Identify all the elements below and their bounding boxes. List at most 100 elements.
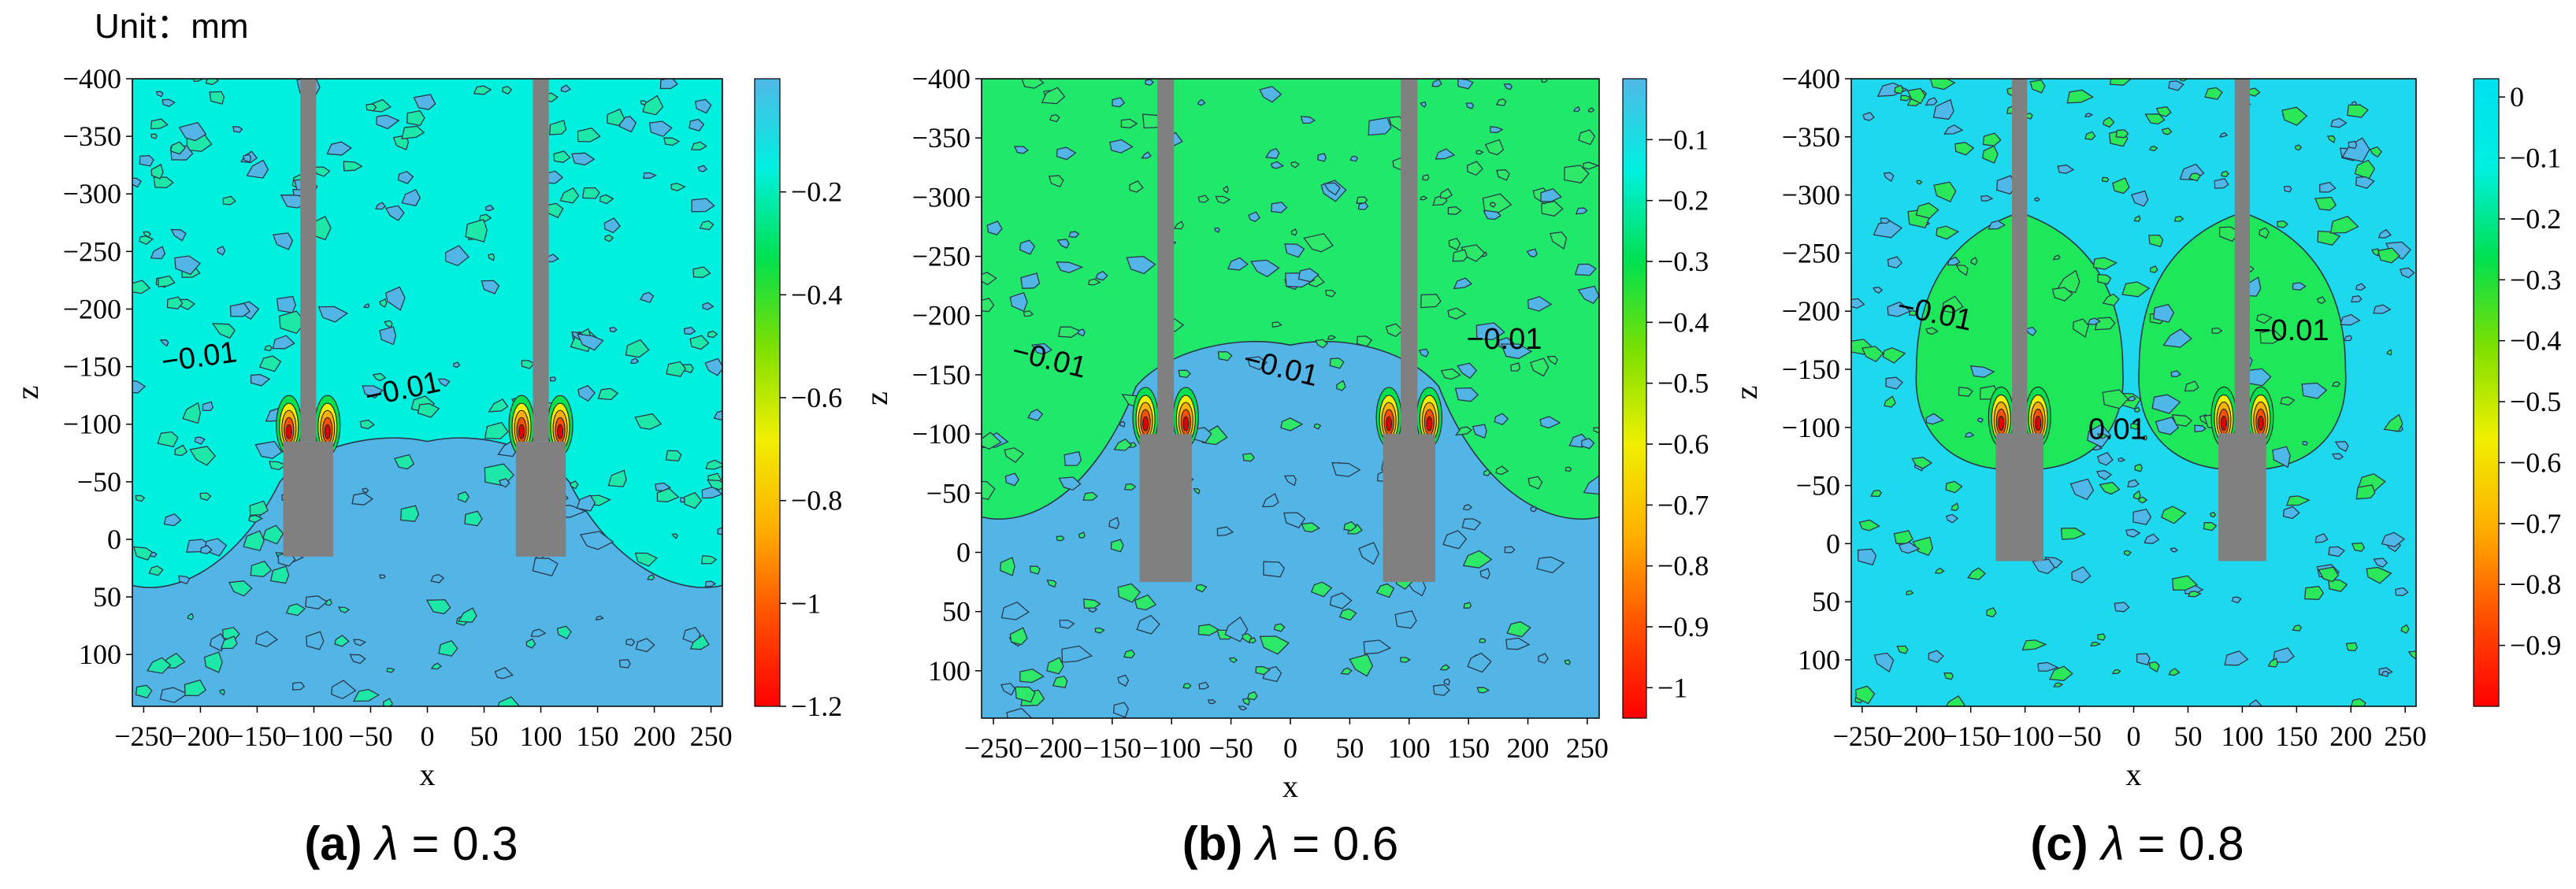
colorbar-tick-label: −0.5 xyxy=(1657,368,1709,399)
contour-patch xyxy=(1317,153,1327,162)
contour-patch xyxy=(1958,387,1973,397)
contour-patch xyxy=(1331,461,1361,477)
hotspot-0 xyxy=(324,424,331,439)
contour-patch xyxy=(1954,142,1975,156)
x-tick-label: 250 xyxy=(2384,720,2426,752)
contour-patch xyxy=(147,657,172,674)
contour-patch xyxy=(1510,362,1521,372)
contour-patch xyxy=(2373,557,2389,568)
contour-patch xyxy=(1271,202,1288,213)
contour-patch xyxy=(272,335,295,350)
x-tick-label: −50 xyxy=(2057,720,2101,752)
contour-patch xyxy=(1349,155,1359,162)
contour-patch xyxy=(2314,533,2329,543)
contour-patch xyxy=(1329,592,1353,609)
y-tick-label: −150 xyxy=(912,359,971,391)
contour-patch xyxy=(702,302,715,310)
contour-patch xyxy=(2034,197,2040,202)
contour-patch xyxy=(2138,496,2148,504)
y-tick-label: −100 xyxy=(1782,412,1840,443)
contour-patch xyxy=(1577,285,1599,305)
contour-patch xyxy=(166,296,184,309)
contour-patch xyxy=(158,275,176,287)
contour-patch xyxy=(2123,550,2132,557)
contour-patch xyxy=(184,679,207,697)
contour-patch xyxy=(1526,248,1538,258)
colorbar-tick-label: −0.5 xyxy=(2510,386,2561,417)
contour-patch xyxy=(2214,178,2229,189)
x-tick-label: 100 xyxy=(2221,720,2263,752)
contour-patch xyxy=(691,198,715,213)
contour-patch xyxy=(2112,177,2130,194)
contour-patch xyxy=(1280,417,1304,432)
hotspot-1 xyxy=(556,424,564,439)
contour-patch xyxy=(473,85,492,95)
pile-head-1 xyxy=(2218,433,2266,561)
contour-patch xyxy=(2144,113,2166,125)
x-tick-label: −250 xyxy=(1833,720,1891,752)
contour-patch xyxy=(1506,620,1531,638)
contour-patch xyxy=(2371,248,2380,257)
contour-patch xyxy=(1173,220,1184,230)
contour-patch xyxy=(150,133,158,139)
contour-patch xyxy=(665,450,682,462)
x-tick-label: 50 xyxy=(2173,720,2202,752)
contour-patch xyxy=(362,487,369,494)
contour-patch xyxy=(1947,256,1961,266)
contour-patch xyxy=(1124,483,1137,491)
contour-patch xyxy=(1109,139,1134,154)
y-tick-label: −400 xyxy=(912,63,971,94)
y-tick-label: −300 xyxy=(63,178,121,209)
contour-patch xyxy=(2121,281,2151,298)
contour-patch xyxy=(2170,370,2182,378)
contour-patch xyxy=(497,696,521,706)
contour-patch xyxy=(376,114,400,130)
contour-patch xyxy=(643,172,657,179)
contour-patch xyxy=(386,668,395,673)
contour-patch xyxy=(609,327,618,333)
contour-patch xyxy=(1482,193,1513,213)
contour-patch xyxy=(379,574,386,579)
x-tick-label: −200 xyxy=(171,720,229,752)
contour-patch xyxy=(1310,581,1333,598)
contour-patch xyxy=(1490,126,1504,133)
colorbar-tick-label: −0.6 xyxy=(1657,428,1709,460)
contour-patch xyxy=(1565,466,1572,472)
contour-patch xyxy=(401,125,425,140)
contour-patch xyxy=(1063,450,1082,466)
x-tick-label: −200 xyxy=(1887,720,1946,752)
contour-patch xyxy=(2127,479,2140,487)
contour-patch xyxy=(430,662,443,670)
contour-patch xyxy=(1420,195,1428,201)
contour-patch xyxy=(262,524,284,545)
contour-patch xyxy=(1041,87,1066,105)
contour-patch xyxy=(577,384,596,402)
contour-patch xyxy=(1982,132,2002,146)
contour-patch xyxy=(1255,666,1271,676)
contour-patch xyxy=(1435,148,1456,160)
contour-patch xyxy=(1117,674,1130,687)
contour-patch xyxy=(2280,396,2296,406)
contour-patch xyxy=(1058,476,1082,491)
y-tick-label: −200 xyxy=(1782,295,1840,327)
contour-patch xyxy=(1283,475,1297,487)
contour-patch xyxy=(1136,614,1160,635)
contour-patch xyxy=(1583,161,1599,170)
contour-patch xyxy=(2168,80,2184,91)
contour-patch xyxy=(2136,653,2151,666)
contour-patch xyxy=(1934,567,1945,574)
contour-patch xyxy=(640,100,648,106)
contour-patch xyxy=(1313,423,1322,430)
contour-patch xyxy=(2066,89,2094,104)
contour-patch xyxy=(502,85,513,95)
contour-patch xyxy=(464,510,483,527)
contour-patch xyxy=(139,235,154,245)
contour-patch xyxy=(1248,636,1256,643)
contour-patch xyxy=(2049,665,2073,681)
contour-patch xyxy=(1023,310,1034,317)
contour-patch xyxy=(1259,86,1282,103)
contour-patch xyxy=(1457,79,1474,90)
contour-patch xyxy=(695,98,712,114)
contour-patch xyxy=(153,176,174,189)
